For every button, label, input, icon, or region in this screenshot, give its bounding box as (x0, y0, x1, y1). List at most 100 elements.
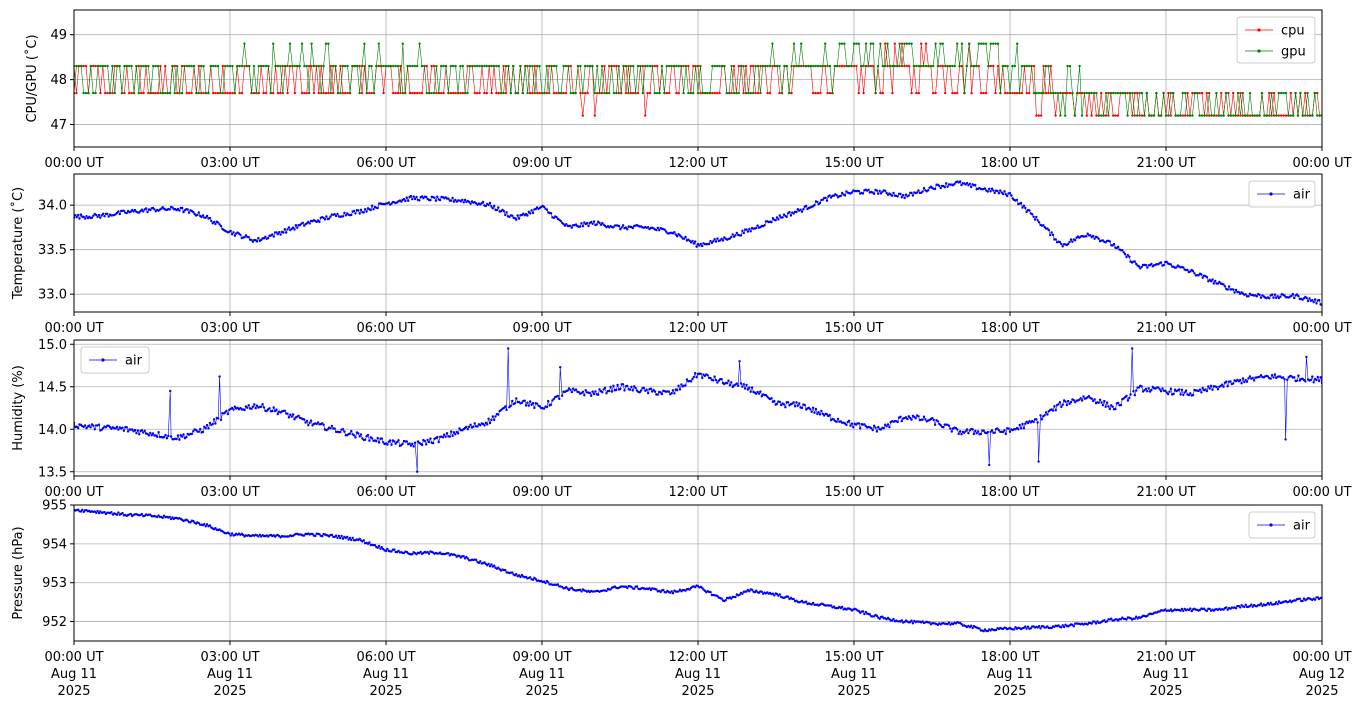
data-point (390, 202, 393, 205)
data-point (512, 64, 515, 68)
data-point (293, 64, 296, 68)
data-point (248, 64, 251, 68)
data-point (530, 403, 533, 406)
x-tick-label: 21:00 UT (1136, 156, 1195, 171)
data-point (449, 91, 452, 95)
series-points-gpu (74, 42, 1322, 117)
data-point (559, 366, 562, 369)
data-point (244, 234, 248, 237)
data-point (1222, 385, 1225, 388)
data-point (1201, 276, 1204, 279)
data-point (386, 547, 389, 551)
data-point (763, 224, 766, 227)
data-point (800, 599, 804, 603)
data-point (760, 395, 763, 398)
data-point (1067, 242, 1070, 246)
data-point (1282, 91, 1285, 95)
data-point (212, 418, 216, 421)
data-point (587, 224, 590, 228)
data-point (1133, 91, 1137, 95)
data-point (796, 208, 799, 211)
data-point (185, 64, 188, 68)
data-point (1131, 114, 1134, 117)
data-point (939, 42, 942, 45)
data-point (716, 237, 719, 240)
data-point (97, 213, 101, 217)
data-point (742, 91, 745, 95)
data-point (997, 192, 1001, 195)
data-point (176, 207, 180, 211)
data-point (670, 64, 673, 68)
data-point (1051, 233, 1055, 237)
data-point (276, 91, 280, 95)
data-point (957, 432, 960, 436)
data-point (214, 91, 217, 95)
data-point (420, 64, 424, 68)
data-point (483, 64, 486, 68)
data-point (706, 91, 709, 95)
data-point (1276, 602, 1279, 606)
data-point (855, 64, 858, 68)
data-point (287, 416, 291, 419)
data-point (240, 91, 244, 95)
data-point (77, 427, 80, 430)
data-point (591, 390, 594, 393)
data-point (1203, 114, 1206, 117)
data-point (149, 208, 152, 212)
data-point (1234, 607, 1238, 610)
data-point (1193, 91, 1197, 95)
data-point (624, 226, 628, 229)
data-point (999, 189, 1002, 192)
data-point (809, 64, 812, 68)
data-point (396, 91, 400, 95)
data-point (1245, 380, 1249, 383)
data-point (552, 397, 555, 401)
data-point (868, 613, 872, 616)
data-point (699, 372, 702, 375)
data-point (739, 234, 743, 237)
data-point (540, 91, 544, 95)
data-point (968, 42, 971, 45)
data-point (1146, 390, 1149, 393)
data-point (996, 427, 999, 430)
data-point (288, 64, 292, 68)
data-point (229, 229, 232, 233)
data-point (803, 403, 806, 407)
data-point (317, 91, 320, 95)
data-point (574, 223, 578, 226)
data-point (232, 231, 235, 234)
data-point (615, 64, 618, 68)
data-point (190, 432, 194, 436)
data-point (1135, 262, 1138, 266)
data-point (1032, 215, 1035, 218)
data-point (264, 64, 268, 68)
data-point (567, 588, 571, 592)
data-point (730, 381, 733, 384)
data-point (902, 193, 905, 197)
data-point (1024, 422, 1027, 425)
data-point (490, 64, 493, 68)
data-point (314, 534, 317, 538)
data-point (1265, 114, 1269, 117)
data-point (370, 204, 374, 207)
data-point (117, 210, 120, 213)
data-point (509, 91, 512, 95)
data-point (358, 212, 361, 215)
data-point (140, 512, 144, 516)
data-point (574, 388, 578, 391)
data-point (750, 588, 754, 591)
data-point (877, 192, 880, 195)
data-point (1111, 405, 1114, 408)
data-point (629, 91, 632, 95)
data-point (140, 429, 144, 432)
data-point (1039, 627, 1042, 630)
data-point (598, 388, 601, 391)
data-point (970, 185, 973, 189)
data-point (792, 64, 796, 68)
data-point (133, 428, 137, 432)
data-point (947, 424, 951, 427)
data-point (840, 42, 844, 45)
data-point (309, 419, 313, 422)
data-point (775, 216, 779, 219)
data-point (580, 222, 583, 225)
